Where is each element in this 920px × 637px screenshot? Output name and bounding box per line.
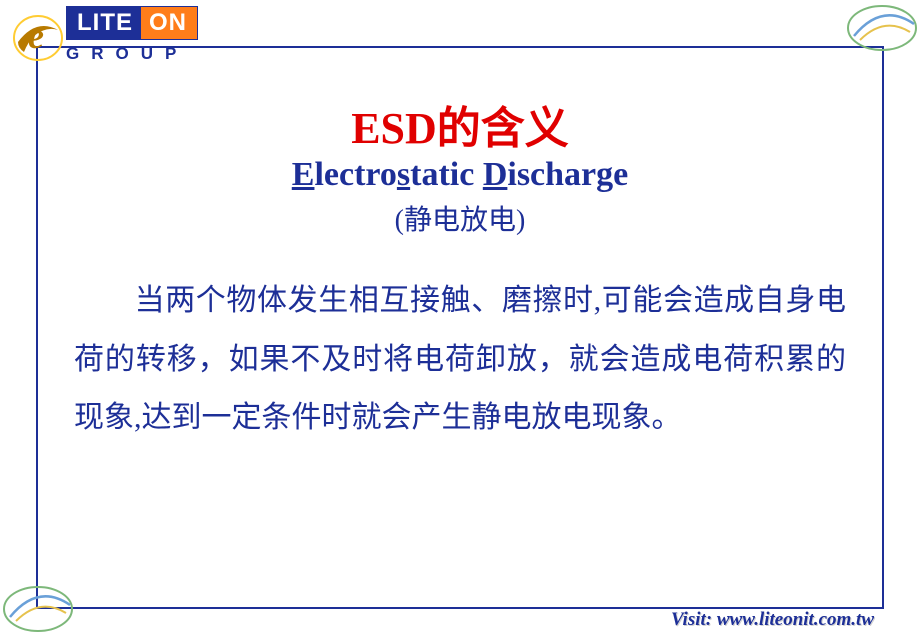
logo-e-swoosh-icon: e <box>6 8 66 66</box>
body-paragraph: 当两个物体发生相互接触、磨擦时,可能会造成自身电荷的转移，如果不及时将电荷卸放，… <box>74 272 846 448</box>
logo-on-text: ON <box>141 7 197 39</box>
subtitle-letter-e: E <box>292 156 315 193</box>
footer-label: Visit: <box>671 609 717 630</box>
footer-url: www.liteonit.com.tw <box>717 609 874 630</box>
slide-title: ESD的含义 <box>0 92 920 156</box>
corner-decoration-icon <box>840 0 920 60</box>
svg-text:e: e <box>28 16 44 56</box>
logo-group-text: GROUP <box>66 44 188 64</box>
logo-block: e LITE ON GROUP <box>8 6 198 64</box>
subtitle-chinese: (静电放电) <box>0 198 920 238</box>
subtitle-english: Electrostatic Discharge <box>0 156 920 194</box>
logo-lite-text: LITE <box>67 7 141 39</box>
body-text-content: 当两个物体发生相互接触、磨擦时,可能会造成自身电荷的转移，如果不及时将电荷卸放，… <box>74 284 846 434</box>
subtitle-letter-d: D <box>483 156 508 193</box>
corner-decoration-icon <box>0 577 80 637</box>
footer-visit-link[interactable]: Visit: www.liteonit.com.tw <box>671 609 874 631</box>
logo-badge: LITE ON <box>66 6 198 40</box>
subtitle-letter-s: s <box>397 156 410 193</box>
